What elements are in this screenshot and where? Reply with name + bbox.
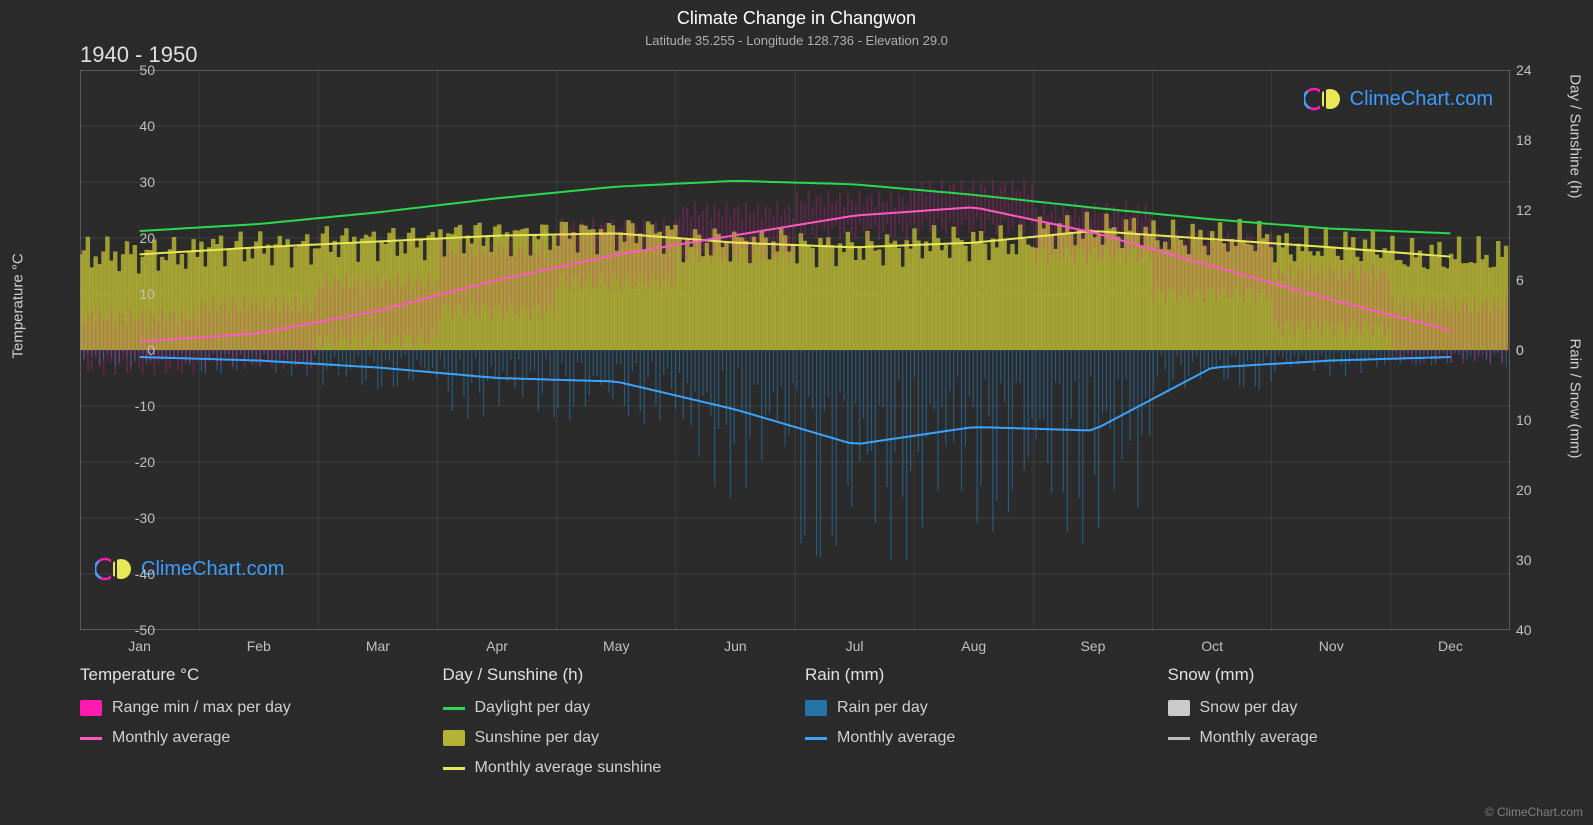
- chart-title: Climate Change in Changwon: [0, 0, 1593, 29]
- legend-col-sunshine: Day / Sunshine (h) Daylight per day Sunsh…: [443, 665, 786, 789]
- legend-item: Monthly average sunshine: [443, 759, 786, 777]
- x-tick: Sep: [1080, 638, 1105, 654]
- logo-icon: [1304, 85, 1344, 113]
- legend-item: Rain per day: [805, 699, 1148, 717]
- watermark-text: ClimeChart.com: [1350, 88, 1493, 111]
- legend-item: Daylight per day: [443, 699, 786, 717]
- x-tick: Jun: [724, 638, 747, 654]
- y-left-tick: 50: [115, 62, 155, 78]
- legend-item: Monthly average: [80, 729, 423, 747]
- legend-swatch: [80, 700, 102, 716]
- legend-line: [80, 737, 102, 740]
- y-left-label: Temperature °C: [10, 253, 27, 358]
- y-left-tick: -50: [115, 622, 155, 638]
- legend-title: Temperature °C: [80, 665, 423, 685]
- y-right-top-label: Day / Sunshine (h): [1567, 74, 1584, 198]
- y-right-tick: 24: [1516, 62, 1532, 78]
- x-tick: Feb: [247, 638, 271, 654]
- climate-chart: Climate Change in Changwon Latitude 35.2…: [0, 0, 1593, 825]
- legend-line: [1168, 737, 1190, 740]
- x-tick: Jan: [128, 638, 151, 654]
- chart-subtitle: Latitude 35.255 - Longitude 128.736 - El…: [0, 29, 1593, 48]
- y-left-tick: 30: [115, 174, 155, 190]
- x-tick: Mar: [366, 638, 390, 654]
- y-left-tick: 10: [115, 286, 155, 302]
- legend-col-temperature: Temperature °C Range min / max per day Mo…: [80, 665, 423, 789]
- y-left-tick: -20: [115, 454, 155, 470]
- legend-item: Snow per day: [1168, 699, 1511, 717]
- y-right-tick: 40: [1516, 622, 1532, 638]
- legend-item: Sunshine per day: [443, 729, 786, 747]
- y-right-tick: 30: [1516, 552, 1532, 568]
- watermark-top: ClimeChart.com: [1304, 85, 1493, 113]
- x-tick: Jul: [846, 638, 864, 654]
- legend-label: Snow per day: [1200, 699, 1298, 717]
- legend-label: Monthly average: [112, 729, 230, 747]
- legend: Temperature °C Range min / max per day Mo…: [80, 665, 1510, 789]
- x-tick: Oct: [1201, 638, 1223, 654]
- legend-item: Range min / max per day: [80, 699, 423, 717]
- legend-col-rain: Rain (mm) Rain per day Monthly average: [805, 665, 1148, 789]
- legend-label: Sunshine per day: [475, 729, 600, 747]
- y-right-tick: 12: [1516, 202, 1532, 218]
- y-left-tick: 0: [115, 342, 155, 358]
- watermark-text: ClimeChart.com: [141, 558, 284, 581]
- legend-title: Day / Sunshine (h): [443, 665, 786, 685]
- legend-item: Monthly average: [805, 729, 1148, 747]
- y-left-tick: 20: [115, 230, 155, 246]
- y-left-tick: -30: [115, 510, 155, 526]
- y-right-tick: 10: [1516, 412, 1532, 428]
- x-tick: Dec: [1438, 638, 1463, 654]
- legend-label: Range min / max per day: [112, 699, 291, 717]
- legend-label: Monthly average sunshine: [475, 759, 662, 777]
- copyright: © ClimeChart.com: [1485, 805, 1583, 819]
- x-tick: Nov: [1319, 638, 1344, 654]
- legend-line: [443, 707, 465, 710]
- y-right-tick: 6: [1516, 272, 1524, 288]
- plot-svg: [80, 70, 1510, 630]
- plot-area: [80, 70, 1510, 630]
- y-right-tick: 20: [1516, 482, 1532, 498]
- legend-swatch: [443, 730, 465, 746]
- y-right-tick: 0: [1516, 342, 1524, 358]
- legend-title: Rain (mm): [805, 665, 1148, 685]
- legend-label: Rain per day: [837, 699, 928, 717]
- legend-swatch: [1168, 700, 1190, 716]
- y-left-tick: -40: [115, 566, 155, 582]
- x-tick: Apr: [486, 638, 508, 654]
- legend-title: Snow (mm): [1168, 665, 1511, 685]
- y-left-tick: -10: [115, 398, 155, 414]
- legend-label: Daylight per day: [475, 699, 591, 717]
- legend-label: Monthly average: [1200, 729, 1318, 747]
- x-tick: May: [603, 638, 629, 654]
- legend-line: [443, 767, 465, 770]
- legend-label: Monthly average: [837, 729, 955, 747]
- y-right-tick: 18: [1516, 132, 1532, 148]
- legend-line: [805, 737, 827, 740]
- x-tick: Aug: [961, 638, 986, 654]
- legend-swatch: [805, 700, 827, 716]
- y-right-bottom-label: Rain / Snow (mm): [1567, 338, 1584, 458]
- legend-item: Monthly average: [1168, 729, 1511, 747]
- legend-col-snow: Snow (mm) Snow per day Monthly average: [1168, 665, 1511, 789]
- y-left-tick: 40: [115, 118, 155, 134]
